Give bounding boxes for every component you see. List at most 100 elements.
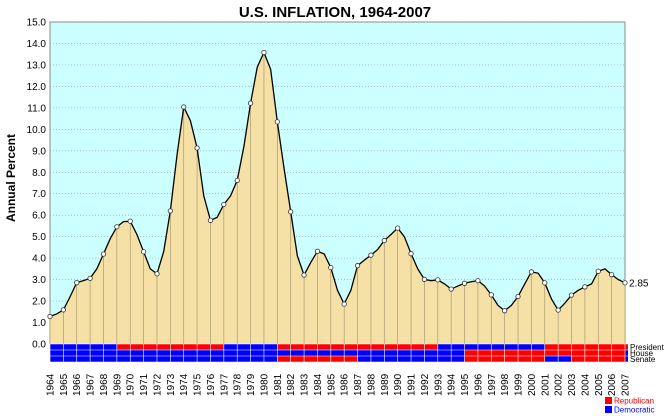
data-point — [221, 201, 227, 208]
x-tick-label: 1988 — [366, 373, 377, 396]
y-tick-label: 1.0 — [32, 318, 46, 329]
x-tick-label: 1965 — [59, 373, 70, 396]
x-tick-label: 1994 — [447, 373, 458, 396]
x-tick-label: 1982 — [286, 373, 297, 396]
x-tick-label: 1983 — [300, 373, 311, 396]
party-row-label: Senate — [630, 355, 656, 364]
data-point — [595, 268, 601, 274]
x-tick-label: 2003 — [567, 373, 578, 396]
x-tick-label: 1987 — [353, 373, 364, 396]
data-point-markers — [47, 49, 628, 320]
data-point — [488, 292, 494, 298]
data-point — [381, 237, 387, 244]
legend-swatch — [605, 406, 612, 413]
legend-label: Republican — [614, 397, 654, 406]
x-tick-label: 1989 — [380, 373, 391, 396]
y-tick-label: 3.0 — [32, 275, 46, 286]
x-tick-label: 2004 — [580, 373, 591, 396]
party-row-label: President — [630, 343, 665, 352]
x-tick-label: 1978 — [233, 373, 244, 396]
y-axis-label: Annual Percent — [4, 134, 18, 222]
x-tick-label: 2006 — [607, 373, 618, 396]
data-point — [622, 280, 628, 286]
y-tick-label: 7.0 — [32, 189, 46, 200]
data-point — [87, 275, 93, 281]
data-point — [475, 278, 481, 284]
data-point — [435, 277, 441, 283]
x-tick-label: 1969 — [112, 373, 123, 396]
data-point — [154, 271, 160, 277]
legend-swatch — [605, 397, 612, 404]
x-tick-label: 2001 — [540, 373, 551, 396]
party-row-label: House — [630, 349, 654, 358]
x-tick-label: 1975 — [193, 373, 204, 396]
data-point — [609, 272, 615, 278]
data-point — [542, 280, 548, 286]
y-tick-label: 8.0 — [32, 168, 46, 179]
data-point — [555, 307, 561, 313]
y-tick-label: 15.0 — [27, 18, 47, 29]
data-point — [328, 264, 334, 271]
y-tick-labels: 0.0 1.0 2.0 3.0 4.0 5.0 6.0 7.0 8.0 9.0 10.0 11.0 12… — [27, 18, 47, 351]
x-tick-label: 1996 — [473, 373, 484, 396]
y-tick-label: 13.0 — [27, 60, 47, 71]
y-tick-label: 5.0 — [32, 232, 46, 243]
data-point — [167, 208, 173, 214]
x-tick-label: 1979 — [246, 373, 257, 396]
x-tick-label: 1992 — [420, 373, 431, 396]
x-tick-label: 1967 — [86, 373, 97, 396]
x-tick-label: 2002 — [554, 373, 565, 396]
x-tick-label: 1968 — [99, 373, 110, 396]
data-point — [461, 280, 468, 286]
data-point — [274, 119, 280, 125]
data-point — [528, 269, 534, 275]
inflation-line — [49, 50, 626, 318]
y-tick-label: 9.0 — [32, 146, 46, 157]
x-tick-label: 1997 — [487, 373, 498, 396]
data-point — [314, 248, 321, 254]
data-point — [100, 251, 107, 257]
x-tick-label: 1977 — [219, 373, 230, 396]
x-tick-label: 1972 — [152, 373, 163, 396]
party-segment — [50, 350, 465, 356]
party-segment — [625, 350, 628, 356]
x-tick-label: 1990 — [393, 373, 404, 396]
x-tick-label: 1966 — [72, 373, 83, 396]
party-segment — [625, 356, 628, 362]
x-tick-label: 1974 — [179, 373, 190, 396]
data-point — [247, 100, 254, 106]
x-tick-label: 2005 — [594, 373, 605, 396]
data-point — [60, 307, 66, 313]
data-point — [301, 272, 307, 278]
data-point — [234, 177, 240, 184]
year-droplines — [49, 52, 626, 344]
x-tick-label: 1999 — [514, 373, 525, 396]
x-tick-label: 1981 — [273, 373, 284, 396]
data-point — [408, 251, 414, 257]
party-segment — [544, 344, 628, 350]
x-tick-label: 1993 — [433, 373, 444, 396]
x-tick-label: 2000 — [527, 373, 538, 396]
data-point — [395, 225, 401, 231]
data-point — [368, 252, 374, 258]
y-tick-label: 6.0 — [32, 211, 46, 222]
data-point — [502, 308, 508, 314]
party-segment — [50, 356, 278, 362]
y-tick-label: 10.0 — [27, 125, 47, 136]
party-segment — [50, 344, 117, 350]
y-tick-label: 0.0 — [32, 340, 46, 351]
data-point — [127, 218, 133, 224]
y-tick-label: 4.0 — [32, 254, 46, 265]
x-tick-labels: 1964 1965 1966 1967 1968 1969 1970 1971 1972 1973… — [46, 373, 632, 396]
x-tick-label: 1985 — [326, 373, 337, 396]
data-point — [354, 263, 361, 269]
data-point — [181, 104, 187, 110]
data-point — [421, 276, 428, 282]
x-tick-label: 1986 — [340, 373, 351, 396]
x-tick-label: 1971 — [139, 373, 150, 396]
data-point — [141, 249, 147, 255]
x-tick-label: 1976 — [206, 373, 217, 396]
data-point — [207, 217, 214, 223]
y-tick-label: 12.0 — [27, 82, 47, 93]
